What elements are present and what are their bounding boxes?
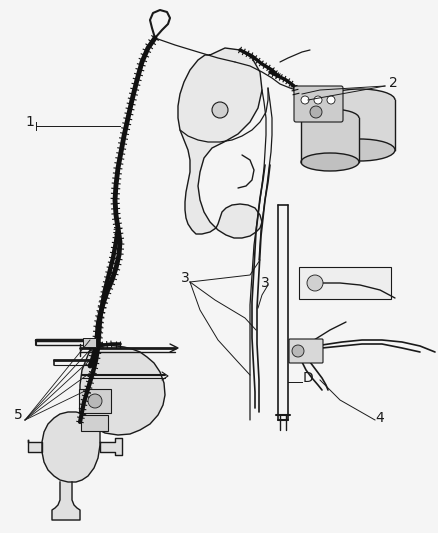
FancyBboxPatch shape — [289, 339, 323, 363]
FancyBboxPatch shape — [294, 86, 343, 122]
Text: 4: 4 — [376, 411, 385, 425]
FancyBboxPatch shape — [79, 389, 111, 413]
Polygon shape — [42, 412, 100, 482]
Text: 3: 3 — [261, 276, 269, 290]
Ellipse shape — [325, 139, 395, 161]
Ellipse shape — [301, 109, 359, 127]
Polygon shape — [28, 440, 42, 452]
Ellipse shape — [325, 89, 395, 111]
Text: 2: 2 — [389, 76, 397, 90]
Text: 5: 5 — [14, 408, 22, 422]
FancyBboxPatch shape — [82, 337, 95, 346]
FancyBboxPatch shape — [81, 415, 108, 431]
Circle shape — [310, 106, 322, 118]
Text: D: D — [303, 371, 313, 385]
FancyBboxPatch shape — [299, 267, 391, 299]
Text: 1: 1 — [25, 115, 35, 129]
Polygon shape — [178, 48, 262, 238]
Circle shape — [88, 394, 102, 408]
Circle shape — [307, 275, 323, 291]
Text: 3: 3 — [180, 271, 189, 285]
Circle shape — [301, 96, 309, 104]
Bar — [325, 100, 395, 150]
Circle shape — [212, 102, 228, 118]
Polygon shape — [100, 438, 122, 455]
Polygon shape — [80, 340, 165, 435]
Ellipse shape — [301, 153, 359, 171]
Circle shape — [314, 96, 322, 104]
Polygon shape — [52, 482, 80, 520]
Bar — [301, 118, 359, 162]
Circle shape — [292, 345, 304, 357]
Circle shape — [327, 96, 335, 104]
